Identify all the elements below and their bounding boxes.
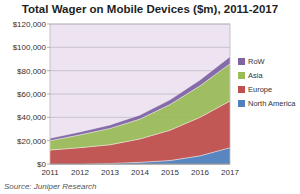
x-tick-label: 2016 — [191, 168, 209, 177]
x-tick-label: 2015 — [161, 168, 179, 177]
grid-line — [50, 164, 230, 165]
grid-line — [50, 70, 230, 71]
title: Total Wager on Mobile Devices ($m), 2011… — [22, 3, 278, 15]
x-tick-label: 2012 — [71, 168, 89, 177]
chart: Total Wager on Mobile Devices ($m), 2011… — [0, 0, 300, 194]
x-tick-label: 2013 — [101, 168, 119, 177]
legend-swatch — [238, 58, 245, 65]
tick-mark — [47, 117, 50, 118]
grid-line — [50, 47, 230, 48]
x-tick-label: 2017 — [221, 168, 239, 177]
grid-line — [50, 24, 230, 25]
tick-mark — [47, 70, 50, 71]
legend-label: North America — [248, 99, 296, 108]
y-tick-label: $120,000 — [13, 20, 47, 29]
y-tick-label: $80,000 — [17, 67, 46, 76]
legend-label: Asia — [248, 71, 263, 80]
area — [50, 64, 230, 150]
x-tick-label: 2014 — [131, 168, 149, 177]
tick-mark — [47, 140, 50, 141]
legend-swatch — [238, 100, 245, 107]
y-tick-label: $20,000 — [17, 137, 46, 146]
y-tick-label: $100,000 — [13, 43, 47, 52]
legend-swatch — [238, 72, 245, 79]
area — [50, 57, 230, 141]
y-tick-label: $60,000 — [17, 90, 46, 99]
areas — [50, 57, 230, 164]
tick-mark — [47, 164, 50, 165]
legend-swatch — [238, 86, 245, 93]
y-tick-label: $40,000 — [17, 113, 46, 122]
tick-mark — [47, 24, 50, 25]
plot-background — [50, 24, 230, 164]
tick-mark — [47, 94, 50, 95]
legend-label: RoW — [248, 57, 266, 66]
x-axis — [50, 164, 230, 165]
legend-label: Europe — [248, 85, 272, 94]
source: Source: Juniper Research — [4, 182, 97, 191]
x-tick-label: 2011 — [41, 168, 59, 177]
tick-mark — [47, 47, 50, 48]
